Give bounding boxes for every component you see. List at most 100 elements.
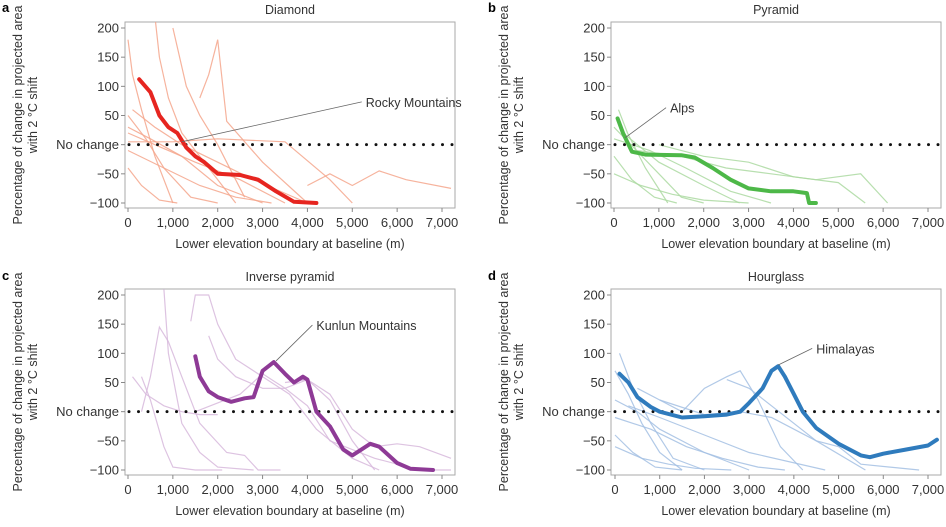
annotation-leader-line xyxy=(624,107,667,138)
y-tick-label: −50 xyxy=(97,433,119,448)
x-tick-label: 1,000 xyxy=(643,482,676,497)
x-tick-label: 1,000 xyxy=(157,215,190,230)
highlight-series-line xyxy=(615,116,818,205)
y-tick-label: 200 xyxy=(97,288,119,303)
annotation-leader-line xyxy=(778,348,813,366)
background-series-line xyxy=(140,325,281,471)
y-tick-label: 50 xyxy=(105,108,119,123)
background-series-line xyxy=(190,294,380,471)
y-tick-label: 100 xyxy=(583,79,605,94)
plot-frame xyxy=(610,288,942,476)
panel-d: d Hourglass 200 150 100 50 No change −50 −100 0 1,… xyxy=(488,268,944,518)
plot-frame xyxy=(610,21,942,209)
panel-title: Pyramid xyxy=(753,3,799,17)
background-series-line xyxy=(132,109,308,204)
y-tick-label: 50 xyxy=(105,375,119,390)
background-series-line xyxy=(614,416,785,471)
y-tick-label: No change xyxy=(542,137,605,152)
y-tick-label: No change xyxy=(56,404,119,419)
background-series-line xyxy=(614,434,683,471)
panel-letter: b xyxy=(488,0,496,15)
background-series-line xyxy=(618,353,705,471)
y-axis-label-line2: with 2 °C shift xyxy=(512,343,526,421)
x-tick-label: 1,000 xyxy=(157,482,190,497)
x-tick-label: 0 xyxy=(610,215,617,230)
x-tick-label: 7,000 xyxy=(426,215,459,230)
y-tick-label: −50 xyxy=(97,166,119,181)
x-tick-label: 4,000 xyxy=(291,482,324,497)
y-tick-label: 100 xyxy=(97,79,119,94)
x-tick-label: 7,000 xyxy=(912,215,945,230)
background-series-line xyxy=(659,399,866,471)
background-series-line xyxy=(628,405,826,471)
plot-area xyxy=(613,353,941,471)
annotation-label: Alps xyxy=(670,102,694,116)
background-series-line xyxy=(154,22,237,204)
highlight-series-line xyxy=(617,364,939,460)
background-series-line xyxy=(637,370,804,471)
background-series-line xyxy=(140,376,223,471)
panel-letter: c xyxy=(2,268,9,283)
x-tick-label: 4,000 xyxy=(778,482,811,497)
x-tick-label: 4,000 xyxy=(777,215,810,230)
y-axis-label-line2: with 2 °C shift xyxy=(512,76,526,154)
background-series-line xyxy=(127,167,178,204)
y-tick-label: −50 xyxy=(583,166,605,181)
y-tick-label: 200 xyxy=(583,288,605,303)
x-tick-label: 3,000 xyxy=(246,482,279,497)
x-tick-label: 2,000 xyxy=(201,482,234,497)
background-series-line xyxy=(614,446,732,471)
x-tick-label: 0 xyxy=(124,482,131,497)
background-series-line xyxy=(614,370,683,471)
x-tick-label: 7,000 xyxy=(426,482,459,497)
panel-title: Inverse pyramid xyxy=(246,270,335,284)
y-tick-label: No change xyxy=(542,404,605,419)
x-tick-label: 5,000 xyxy=(822,215,855,230)
y-tick-label: 150 xyxy=(97,50,119,65)
background-series-line xyxy=(127,39,174,204)
annotation-label: Himalayas xyxy=(816,342,874,356)
x-tick-label: 6,000 xyxy=(867,215,900,230)
background-series-line xyxy=(284,378,452,459)
background-series-line xyxy=(128,138,353,204)
annotation-label: Kunlun Mountains xyxy=(316,319,416,333)
y-tick-label: No change xyxy=(56,137,119,152)
y-tick-label: 150 xyxy=(583,50,605,65)
annotation-leader-line xyxy=(181,101,362,143)
background-series-line xyxy=(307,170,452,189)
x-tick-label: 3,000 xyxy=(732,215,765,230)
highlight-series-line xyxy=(193,354,435,472)
x-axis-label: Lower elevation boundary at baseline (m) xyxy=(661,237,890,251)
x-tick-label: 2,000 xyxy=(201,215,234,230)
x-tick-label: 4,000 xyxy=(291,215,324,230)
panel-title: Hourglass xyxy=(748,270,804,284)
y-tick-label: 100 xyxy=(583,346,605,361)
y-tick-label: −50 xyxy=(583,433,605,448)
x-tick-label: 0 xyxy=(611,482,618,497)
x-tick-label: 3,000 xyxy=(246,215,279,230)
y-tick-label: 150 xyxy=(583,317,605,332)
x-tick-label: 5,000 xyxy=(822,482,855,497)
x-tick-label: 6,000 xyxy=(381,215,414,230)
background-series-line xyxy=(613,138,772,204)
y-tick-label: 100 xyxy=(97,346,119,361)
background-series-line xyxy=(199,39,308,204)
background-series-line xyxy=(613,173,749,204)
panel-b: b Pyramid 200 150 100 50 No change −50 −100 0 1,00… xyxy=(488,0,944,251)
y-tick-label: 200 xyxy=(97,21,119,36)
annotation-label: Rocky Mountains xyxy=(366,96,462,110)
y-tick-label: −100 xyxy=(576,463,605,478)
x-tick-label: 1,000 xyxy=(643,215,676,230)
highlight-series-line xyxy=(137,77,319,205)
panel-a: a Diamond 200 150 100 50 No change −50 −100 0 1,00… xyxy=(2,0,462,251)
y-axis-label-line2: with 2 °C shift xyxy=(26,76,40,154)
x-tick-label: 6,000 xyxy=(867,482,900,497)
x-axis-label: Lower elevation boundary at baseline (m) xyxy=(175,237,404,251)
background-series-line xyxy=(613,155,677,204)
x-tick-label: 7,000 xyxy=(912,482,945,497)
y-axis-label-line2: with 2 °C shift xyxy=(26,343,40,421)
y-tick-label: −100 xyxy=(576,196,605,211)
background-series-line xyxy=(127,149,272,204)
plot-area xyxy=(127,22,455,205)
